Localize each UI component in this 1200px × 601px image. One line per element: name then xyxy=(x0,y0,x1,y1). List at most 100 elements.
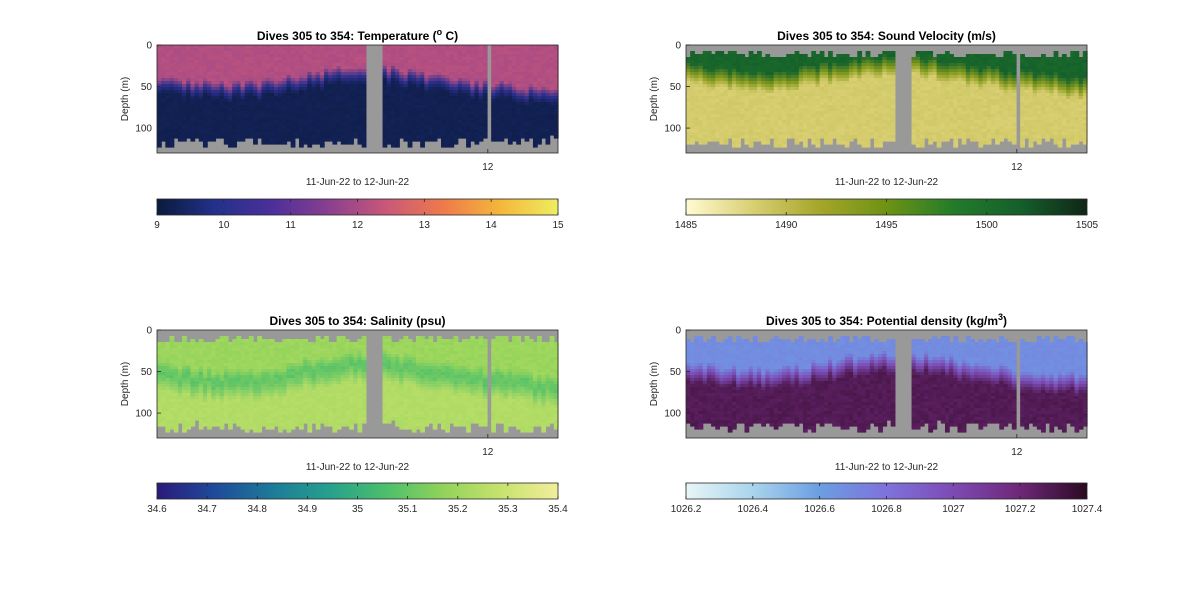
heatmap-cell xyxy=(223,78,229,82)
heatmap-cell xyxy=(928,117,934,121)
heatmap-cell xyxy=(257,48,263,52)
heatmap-cell xyxy=(449,129,455,133)
heatmap-cell xyxy=(478,84,484,88)
heatmap-cell xyxy=(428,63,434,67)
heatmap-cell xyxy=(715,81,721,85)
heatmap-cell xyxy=(466,75,471,79)
heatmap-cell xyxy=(273,141,279,145)
heatmap-cell xyxy=(190,48,196,52)
heatmap-cell xyxy=(202,108,208,112)
heatmap-cell xyxy=(706,78,712,82)
heatmap-cell xyxy=(415,63,421,67)
heatmap-cell xyxy=(215,69,221,73)
heatmap-cell xyxy=(807,105,812,109)
heatmap-cell xyxy=(340,66,346,70)
heatmap-cell xyxy=(512,63,517,67)
heatmap-cell xyxy=(349,78,354,82)
heatmap-cell xyxy=(445,96,450,100)
heatmap-cell xyxy=(461,105,467,109)
heatmap-cell xyxy=(215,75,221,79)
heatmap-cell xyxy=(512,102,517,106)
heatmap-cell xyxy=(420,90,425,94)
heatmap-cell xyxy=(248,96,254,100)
heatmap-cell xyxy=(798,126,804,130)
heatmap-cell xyxy=(228,93,233,97)
heatmap-cell xyxy=(686,102,691,106)
heatmap-cell xyxy=(957,114,963,118)
heatmap-cell xyxy=(390,129,396,133)
heatmap-cell xyxy=(474,126,480,130)
heatmap-cell xyxy=(290,84,296,88)
heatmap-cell xyxy=(161,129,166,133)
heatmap-cell xyxy=(706,135,712,139)
heatmap-cell xyxy=(449,105,455,109)
heatmap-cell xyxy=(478,72,484,76)
heatmap-cell xyxy=(428,75,434,79)
heatmap-cell xyxy=(319,126,325,130)
heatmap-cell xyxy=(194,102,200,106)
heatmap-cell xyxy=(390,63,396,67)
heatmap-cell xyxy=(173,75,179,79)
heatmap-cell xyxy=(873,117,879,121)
heatmap-cell xyxy=(315,60,321,64)
heatmap-cell xyxy=(457,75,463,79)
heatmap-cell xyxy=(157,57,162,61)
heatmap-cell xyxy=(702,54,708,58)
heatmap-cell xyxy=(744,105,750,109)
heatmap-cell xyxy=(911,69,917,73)
heatmap-cell xyxy=(961,84,967,88)
heatmap-cell xyxy=(232,84,237,88)
heatmap-cell xyxy=(541,117,547,121)
heatmap-cell xyxy=(769,84,775,88)
heatmap-cell xyxy=(965,72,971,76)
heatmap-cell xyxy=(865,141,871,145)
heatmap-cell xyxy=(549,54,555,58)
heatmap-cell xyxy=(794,72,800,76)
heatmap-cell xyxy=(449,108,455,112)
heatmap-cell xyxy=(436,63,442,67)
heatmap-cell xyxy=(482,135,488,139)
heatmap-cell xyxy=(752,57,758,61)
heatmap-cell xyxy=(957,84,963,88)
heatmap-cell xyxy=(257,75,263,79)
heatmap-cell xyxy=(541,90,547,94)
heatmap-cell xyxy=(311,78,317,82)
heatmap-cell xyxy=(344,135,350,139)
heatmap-cell xyxy=(765,75,771,79)
heatmap-cell xyxy=(303,129,308,133)
heatmap-cell xyxy=(273,138,279,142)
heatmap-cell xyxy=(727,51,733,55)
heatmap-cell xyxy=(157,45,162,49)
heatmap-cell xyxy=(537,105,542,109)
heatmap-cell xyxy=(202,99,208,103)
heatmap-cell xyxy=(340,102,346,106)
heatmap-cell xyxy=(815,114,821,118)
heatmap-cell xyxy=(516,123,522,127)
heatmap-cell xyxy=(248,81,254,85)
heatmap-cell xyxy=(294,69,300,73)
heatmap-cell xyxy=(752,72,758,76)
heatmap-cell xyxy=(698,126,704,130)
heatmap-cell xyxy=(702,57,708,61)
heatmap-cell xyxy=(957,75,963,79)
heatmap-cell xyxy=(886,120,892,124)
heatmap-cell xyxy=(403,93,409,97)
heatmap-cell xyxy=(353,54,359,58)
heatmap-cell xyxy=(974,126,979,130)
heatmap-cell xyxy=(719,129,725,133)
heatmap-cell xyxy=(228,99,233,103)
heatmap-cell xyxy=(828,81,833,85)
heatmap-cell xyxy=(194,48,200,52)
heatmap-cell xyxy=(878,57,883,61)
heatmap-cell xyxy=(702,123,708,127)
heatmap-cell xyxy=(198,105,204,109)
heatmap-cell xyxy=(537,138,542,142)
heatmap-cell xyxy=(719,135,725,139)
heatmap-cell xyxy=(294,111,300,115)
heatmap-cell xyxy=(537,108,542,112)
heatmap-cell xyxy=(507,141,513,145)
heatmap-cell xyxy=(491,66,496,70)
heatmap-cell xyxy=(194,87,200,91)
heatmap-cell xyxy=(244,87,250,91)
heatmap-cell xyxy=(836,69,842,73)
